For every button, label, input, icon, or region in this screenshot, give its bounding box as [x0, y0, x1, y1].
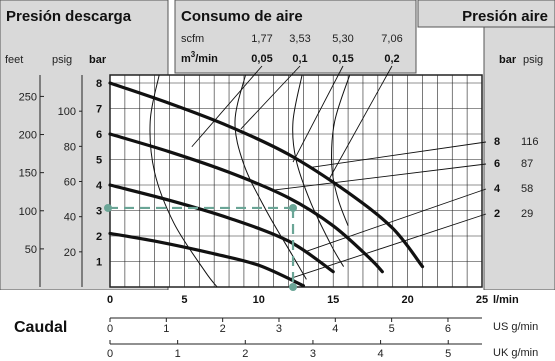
usgmin-unit-label: US g/min	[493, 321, 538, 333]
series-psig-label: 29	[521, 208, 533, 220]
y-tick-label: 1	[96, 257, 102, 269]
m3min-value: 0,15	[332, 53, 353, 65]
guide-start-marker	[104, 203, 112, 212]
m3min-value: 0,1	[292, 53, 307, 65]
series-bar-label: 8	[494, 136, 500, 148]
pressure-curves: 8 116 6 87 4 58 2 29	[108, 81, 539, 288]
m3min-prefix: m	[181, 53, 191, 65]
pressure-curve-8	[108, 81, 425, 269]
bottom-panel	[0, 290, 555, 361]
x-tick-label: 15	[327, 294, 339, 306]
series-psig-label: 58	[521, 183, 533, 195]
plot-area	[109, 74, 483, 288]
lmin-unit-label: l/min	[493, 294, 519, 306]
right-header-box	[417, 0, 555, 28]
scfm-value: 5,30	[332, 33, 353, 45]
us-gpm-tick-label: 1	[163, 323, 169, 335]
series-bar-label: 4	[494, 183, 501, 195]
psig-tick-label: 100	[58, 106, 76, 118]
us-gpm-tick-label: 6	[445, 323, 451, 335]
y-tick-label: 4	[96, 180, 103, 192]
scfm-value: 3,53	[289, 33, 310, 45]
pressure-curve-4	[108, 183, 335, 274]
middle-header-title: Consumo de aire	[181, 8, 303, 25]
feet-tick-label: 250	[19, 91, 37, 103]
guide-end-marker	[289, 283, 298, 291]
feet-tick-label: 200	[19, 130, 37, 142]
grid	[110, 75, 482, 287]
x-axes: 0 5 10 15 20 25 0 1 2 3 4 5 6 0 1 2 3 4 5	[107, 294, 488, 360]
m3min-label: m3/min	[181, 50, 218, 65]
uk-gpm-tick-label: 5	[445, 348, 451, 360]
middle-header-box	[174, 0, 417, 74]
m3min-value: 0,05	[251, 53, 272, 65]
psig-tick-label: 40	[64, 212, 76, 224]
consumption-leader-line	[240, 65, 301, 130]
consumption-leader-line	[328, 65, 393, 181]
uk-gpm-tick-label: 1	[175, 348, 181, 360]
uk-gpm-tick-label: 4	[378, 348, 384, 360]
consumption-curve	[292, 75, 345, 267]
psig-unit-label: psig	[52, 54, 72, 66]
x-tick-label: 20	[401, 294, 413, 306]
bar-unit-label: bar	[89, 54, 107, 66]
pressure-curve-2	[108, 231, 305, 288]
series-leader-line	[306, 188, 487, 252]
left-header-title: Presión descarga	[6, 8, 132, 25]
scfm-label: scfm	[181, 33, 204, 45]
ukgmin-unit-label: UK g/min	[493, 347, 538, 359]
psig-tick-label: 20	[64, 247, 76, 259]
pressure-curve-6	[108, 132, 384, 274]
psig-tick-label: 60	[64, 177, 76, 189]
series-psig-label: 116	[521, 136, 539, 148]
m3min-suffix: /min	[195, 53, 218, 65]
feet-tick-label: 150	[19, 168, 37, 180]
x-tick-label: 10	[253, 294, 265, 306]
series-leader-line	[273, 163, 487, 191]
y-tick-label: 2	[96, 231, 102, 243]
x-tick-label: 5	[181, 294, 187, 306]
m3min-sup: 3	[191, 50, 196, 59]
series-leader-line	[291, 213, 487, 279]
feet-tick-label: 50	[25, 244, 37, 256]
right-psig-unit-label: psig	[523, 54, 543, 66]
consumption-curve	[234, 75, 307, 280]
y-tick-label: 3	[96, 206, 102, 218]
uk-gpm-tick-label: 2	[242, 348, 248, 360]
series-bar-label: 2	[494, 208, 500, 220]
series-bar-label: 6	[494, 158, 500, 170]
right-panel	[483, 0, 555, 291]
caudal-label: Caudal	[14, 319, 67, 336]
y-tick-label: 8	[96, 78, 102, 90]
consumption-leader-line	[191, 65, 263, 148]
consumption-leader-line	[292, 65, 344, 163]
consumption-header-values: 1,77 3,53 5,30 7,06 0,05 0,1 0,15 0,2	[191, 33, 403, 181]
series-psig-label: 87	[521, 158, 533, 170]
x-tick-label: 0	[107, 294, 113, 306]
feet-unit-label: feet	[5, 54, 23, 66]
m3min-value: 0,2	[384, 53, 399, 65]
scfm-value: 1,77	[251, 33, 272, 45]
guide-operating-point	[289, 203, 298, 212]
series-leader-line	[312, 141, 487, 168]
us-gpm-tick-label: 0	[107, 323, 113, 335]
y-axes: 1 2 3 4 5 6 7 8 50 100 150 200 250 20 40 60 80 100	[19, 75, 103, 287]
feet-tick-label: 100	[19, 206, 37, 218]
uk-gpm-tick-label: 3	[310, 348, 316, 360]
right-header-title: Presión aire	[462, 8, 548, 25]
y-tick-label: 6	[96, 129, 102, 141]
y-tick-label: 5	[96, 155, 102, 167]
us-gpm-tick-label: 4	[332, 323, 338, 335]
y-tick-label: 7	[96, 104, 102, 116]
example-guide	[104, 203, 298, 291]
us-gpm-tick-label: 2	[220, 323, 226, 335]
scfm-value: 7,06	[381, 33, 402, 45]
psig-tick-label: 80	[64, 141, 76, 153]
us-gpm-tick-label: 3	[276, 323, 282, 335]
x-tick-label: 25	[476, 294, 488, 306]
us-gpm-tick-label: 5	[389, 323, 395, 335]
right-bar-unit-label: bar	[499, 54, 517, 66]
uk-gpm-tick-label: 0	[107, 348, 113, 360]
